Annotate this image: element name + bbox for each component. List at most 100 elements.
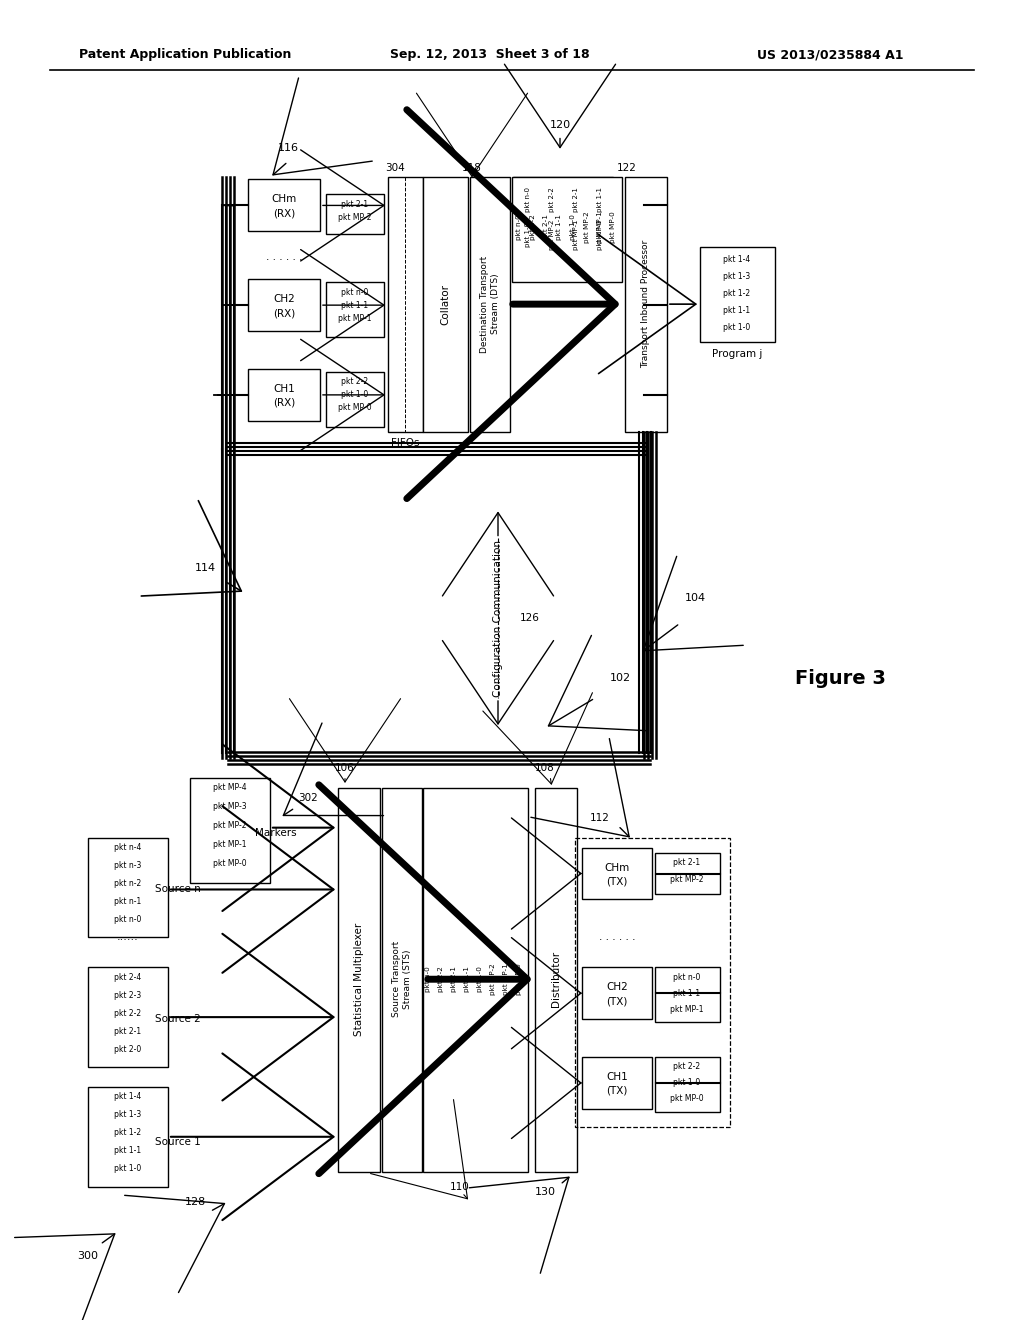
Text: pkt MP-2: pkt MP-2 <box>671 875 703 884</box>
Bar <box>582 847 652 899</box>
Text: Destination Transport
Stream (DTS): Destination Transport Stream (DTS) <box>480 256 500 352</box>
Text: pkt 1-4: pkt 1-4 <box>723 255 751 264</box>
Bar <box>248 370 319 421</box>
Text: (TX): (TX) <box>606 1086 628 1096</box>
Bar <box>655 1057 720 1111</box>
Text: pkt 1-0: pkt 1-0 <box>570 214 575 240</box>
Bar <box>326 372 384 426</box>
Text: pkt 2-1: pkt 2-1 <box>341 199 369 209</box>
Text: Source n: Source n <box>155 884 201 895</box>
Text: pkt n-3: pkt n-3 <box>115 861 141 870</box>
Bar <box>388 177 423 432</box>
Text: pkt 2-1: pkt 2-1 <box>573 187 579 213</box>
Text: pkt MP-0: pkt MP-0 <box>338 404 372 412</box>
Text: pkt MP-1: pkt MP-1 <box>338 314 372 322</box>
Text: 128: 128 <box>184 1197 206 1206</box>
Text: pkt MP-1: pkt MP-1 <box>213 840 247 849</box>
Text: pkt n-0: pkt n-0 <box>115 915 141 924</box>
Text: 106: 106 <box>335 763 355 772</box>
Text: pkt 2-2: pkt 2-2 <box>549 187 555 211</box>
Text: Markers: Markers <box>255 828 297 838</box>
Bar <box>513 177 613 277</box>
Text: 304: 304 <box>385 162 404 173</box>
Text: CH1: CH1 <box>273 384 295 393</box>
Bar <box>326 282 384 337</box>
Text: 114: 114 <box>195 564 216 573</box>
Text: 110: 110 <box>451 1181 470 1192</box>
Bar <box>88 968 168 1067</box>
Text: 300: 300 <box>78 1251 98 1262</box>
Text: pkt 2-2: pkt 2-2 <box>438 966 444 993</box>
Text: pkt 1-3: pkt 1-3 <box>115 1110 141 1119</box>
Bar <box>655 853 720 895</box>
Text: Source 2: Source 2 <box>155 1014 201 1024</box>
Text: pkt n-0: pkt n-0 <box>425 966 431 993</box>
Bar <box>582 968 652 1019</box>
Text: 118: 118 <box>462 162 482 173</box>
Text: pkt n-4: pkt n-4 <box>115 843 141 853</box>
Text: pkt MP-1: pkt MP-1 <box>671 1005 703 1014</box>
Text: pkt MP-1: pkt MP-1 <box>573 219 579 249</box>
Text: pkt n-0: pkt n-0 <box>516 214 522 240</box>
Text: 130: 130 <box>535 1187 555 1197</box>
Text: pkt 1-1: pkt 1-1 <box>597 187 603 213</box>
Text: CH1: CH1 <box>606 1072 628 1082</box>
Text: pkt MP-2: pkt MP-2 <box>584 211 590 243</box>
Text: 102: 102 <box>609 673 631 682</box>
Text: pkt 2-2: pkt 2-2 <box>529 214 536 240</box>
Text: pkt MP-3: pkt MP-3 <box>213 803 247 812</box>
Text: pkt MP-2: pkt MP-2 <box>338 213 372 222</box>
Text: pkt 2-0: pkt 2-0 <box>115 1044 141 1053</box>
Text: Distributor: Distributor <box>551 952 561 1007</box>
Bar <box>190 777 270 883</box>
Text: pkt n-0: pkt n-0 <box>341 288 369 297</box>
Text: pkt n-0: pkt n-0 <box>525 187 531 213</box>
Text: CH2: CH2 <box>606 982 628 993</box>
Text: pkt 2-1: pkt 2-1 <box>543 214 549 240</box>
Text: pkt 1-0: pkt 1-0 <box>341 391 369 400</box>
Text: pkt n-0: pkt n-0 <box>674 973 700 982</box>
Bar <box>423 788 528 1172</box>
Bar <box>382 788 422 1172</box>
Text: pkt MP-0: pkt MP-0 <box>670 1094 703 1104</box>
Text: pkt MP-1: pkt MP-1 <box>597 211 603 243</box>
Text: Sep. 12, 2013  Sheet 3 of 18: Sep. 12, 2013 Sheet 3 of 18 <box>390 49 590 61</box>
Text: CHm: CHm <box>271 194 297 205</box>
Text: Statistical Multiplexer: Statistical Multiplexer <box>354 923 364 1036</box>
Text: pkt 1-2: pkt 1-2 <box>115 1129 141 1138</box>
Text: pkt 1-1: pkt 1-1 <box>341 301 369 310</box>
Text: Patent Application Publication: Patent Application Publication <box>79 49 291 61</box>
Text: pkt MP-4: pkt MP-4 <box>213 783 247 792</box>
Text: Transport Inbound Processor: Transport Inbound Processor <box>641 240 650 368</box>
Text: ......: ...... <box>117 932 139 942</box>
Text: 116: 116 <box>278 143 299 153</box>
Text: Figure 3: Figure 3 <box>795 669 886 688</box>
Text: pkt MP-0: pkt MP-0 <box>516 964 522 995</box>
Text: Collator: Collator <box>440 284 450 325</box>
Text: pkt MP-1: pkt MP-1 <box>503 964 509 995</box>
Text: pkt 2-1: pkt 2-1 <box>674 858 700 867</box>
Text: pkt 1-0: pkt 1-0 <box>115 1164 141 1173</box>
Text: pkt 2-2: pkt 2-2 <box>674 1063 700 1072</box>
Text: pkt MP-2: pkt MP-2 <box>490 964 496 995</box>
Text: pkt n-1: pkt n-1 <box>115 898 141 906</box>
Text: . . . . . .: . . . . . . <box>599 932 635 942</box>
Bar <box>625 177 667 432</box>
Text: pkt n-2: pkt n-2 <box>115 879 141 888</box>
Text: pkt 1-1: pkt 1-1 <box>723 306 751 314</box>
Bar <box>512 177 622 282</box>
Text: pkt 1-0: pkt 1-0 <box>477 966 483 993</box>
Bar <box>338 788 380 1172</box>
Bar <box>248 280 319 331</box>
Text: pkt 2-1: pkt 2-1 <box>451 966 457 993</box>
Text: pkt MP-0: pkt MP-0 <box>610 211 616 243</box>
Text: 108: 108 <box>536 763 555 772</box>
Text: Source 1: Source 1 <box>155 1137 201 1147</box>
Bar <box>700 247 775 342</box>
Bar <box>535 788 577 1172</box>
Text: (TX): (TX) <box>606 997 628 1006</box>
Text: FIFOs: FIFOs <box>391 438 419 447</box>
Bar <box>655 968 720 1022</box>
Bar <box>423 177 468 432</box>
Text: (RX): (RX) <box>272 397 295 408</box>
